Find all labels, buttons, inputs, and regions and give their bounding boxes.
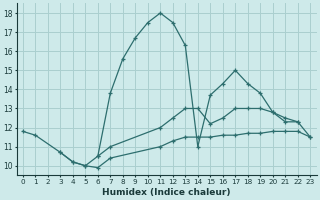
X-axis label: Humidex (Indice chaleur): Humidex (Indice chaleur) [102, 188, 231, 197]
